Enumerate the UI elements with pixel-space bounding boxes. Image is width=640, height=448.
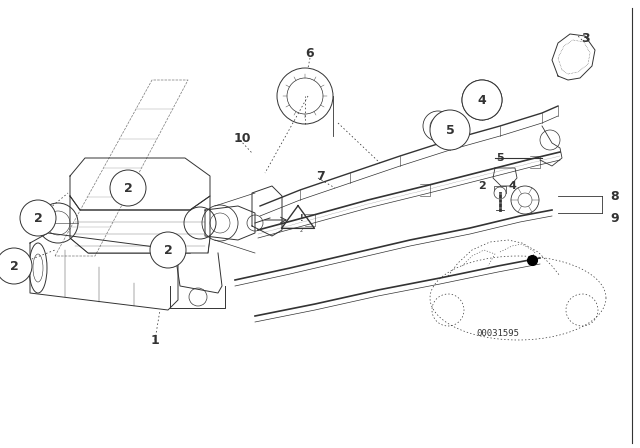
Text: 10: 10 <box>233 132 251 145</box>
Circle shape <box>511 186 539 214</box>
Circle shape <box>462 80 502 120</box>
Text: 2: 2 <box>10 259 19 272</box>
Circle shape <box>20 200 56 236</box>
Text: 2: 2 <box>164 244 172 257</box>
Text: 2: 2 <box>478 181 486 191</box>
Circle shape <box>494 187 506 199</box>
Text: 4: 4 <box>508 181 516 191</box>
Text: 4: 4 <box>477 94 486 107</box>
Text: 8: 8 <box>611 190 620 202</box>
Circle shape <box>247 215 263 231</box>
Text: 2: 2 <box>124 181 132 194</box>
Circle shape <box>277 68 333 124</box>
Circle shape <box>462 80 502 120</box>
Text: 1: 1 <box>150 333 159 346</box>
Text: 3: 3 <box>580 31 589 44</box>
Circle shape <box>110 170 146 206</box>
Circle shape <box>150 232 186 268</box>
Text: !: ! <box>300 214 304 223</box>
Text: 5: 5 <box>496 153 504 163</box>
Circle shape <box>423 111 453 141</box>
Circle shape <box>0 248 32 284</box>
Text: 2: 2 <box>300 228 303 233</box>
Circle shape <box>430 110 470 150</box>
Text: 2: 2 <box>34 211 42 224</box>
Text: 9: 9 <box>611 211 620 224</box>
Text: 7: 7 <box>316 169 324 182</box>
Text: 6: 6 <box>306 47 314 60</box>
Text: 5: 5 <box>445 124 454 137</box>
Text: 00031595: 00031595 <box>477 329 520 338</box>
